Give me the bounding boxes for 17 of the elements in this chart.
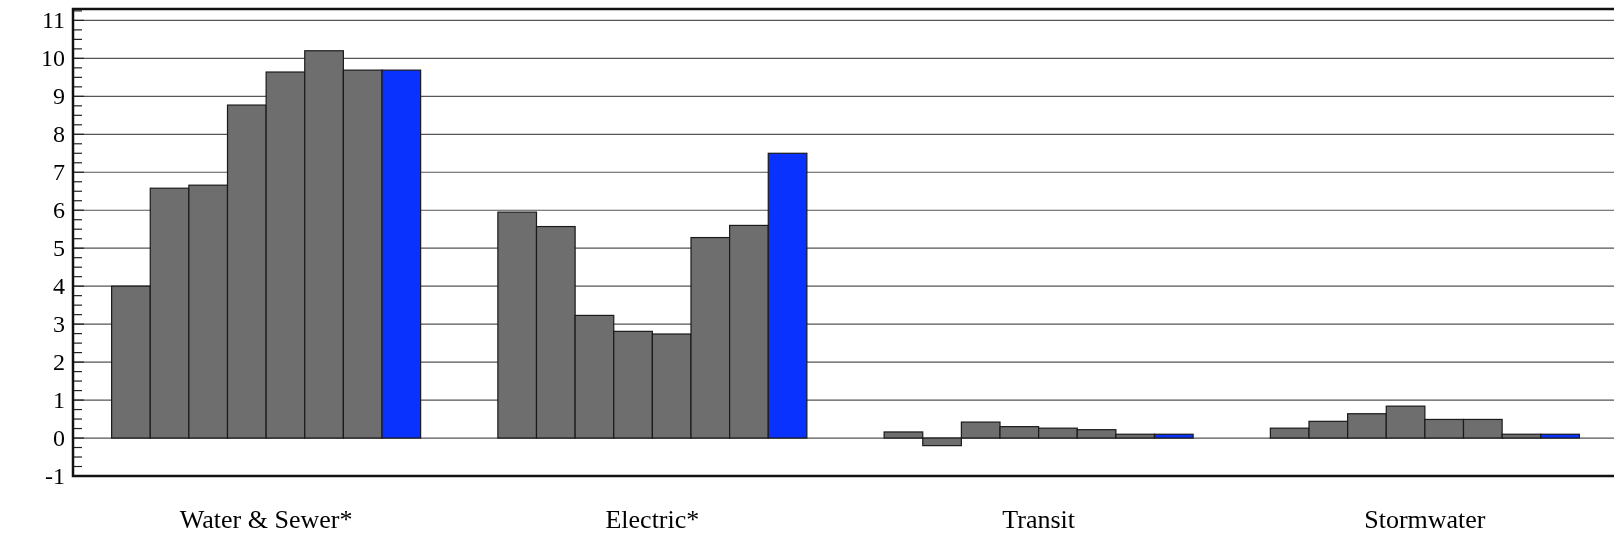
y-tick-label: 2 (53, 349, 65, 376)
x-tick-label: Stormwater (1364, 505, 1486, 534)
y-tick-label: 6 (53, 197, 65, 224)
y-tick-label: 8 (53, 121, 65, 148)
x-tick-label: Electric* (605, 505, 700, 534)
y-tick-label: 11 (41, 7, 65, 34)
y-tick-label: 3 (53, 311, 65, 338)
y-tick-label: 5 (53, 235, 65, 262)
x-tick-label: Water & Sewer* (179, 505, 353, 534)
y-tick-label: 0 (53, 425, 65, 452)
y-tick-label: 7 (53, 159, 65, 186)
y-tick-label: 1 (53, 387, 65, 414)
y-tick-label: 9 (53, 83, 65, 110)
y-tick-label: 4 (53, 273, 65, 300)
y-tick-label: 10 (41, 45, 65, 72)
x-tick-label: Transit (1002, 505, 1076, 534)
y-tick-label: -1 (45, 463, 65, 489)
